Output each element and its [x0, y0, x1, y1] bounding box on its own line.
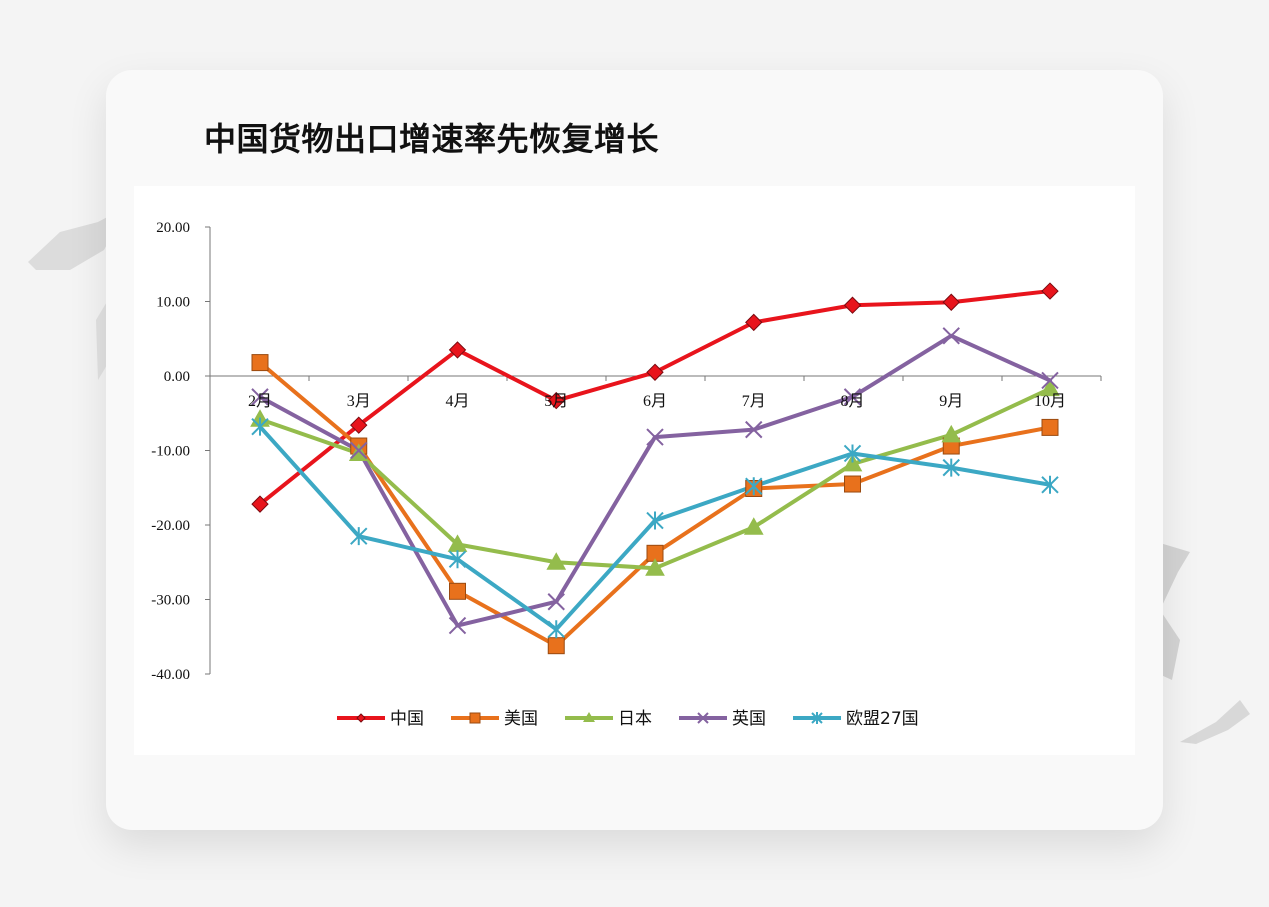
data-point-diamond [448, 341, 467, 359]
data-point-star [251, 417, 269, 436]
x-tick-label: 8月 [840, 393, 864, 410]
legend-marker [697, 712, 709, 724]
data-point-triangle [645, 558, 665, 576]
data-point-star [942, 458, 960, 477]
data-point-star [1041, 475, 1059, 494]
data-point-x [646, 428, 664, 446]
x-tick-label: 4月 [445, 393, 469, 410]
data-point-diamond [843, 296, 862, 314]
data-point-x [1041, 371, 1059, 390]
data-point-triangle [1040, 378, 1060, 397]
data-point-diamond [547, 391, 565, 410]
y-tick-label: 10.00 [156, 295, 190, 311]
data-point-square [251, 354, 269, 372]
data-point-x [843, 388, 862, 406]
legend-marker [811, 712, 823, 724]
legend-label: 英国 [732, 709, 766, 729]
data-point-star [448, 550, 467, 569]
data-point-star [745, 477, 763, 496]
legend-marker [356, 713, 366, 723]
chart-panel: 20.00 10.00 0.00 -10.00 -20.00 -30.00 -40.00 2月… [134, 186, 1135, 755]
legend-marker [583, 712, 595, 722]
data-point-star [350, 527, 368, 546]
data-point-diamond [350, 416, 368, 434]
data-point-triangle [941, 424, 962, 443]
data-point-square [1041, 418, 1059, 436]
y-tick-label: 20.00 [156, 220, 190, 236]
legend-label: 欧盟27国 [846, 709, 919, 729]
data-point-x [942, 327, 960, 345]
y-tick-label: 0.00 [164, 369, 190, 385]
data-point-square [844, 475, 861, 493]
y-tick-label: -40.00 [151, 667, 190, 683]
data-point-diamond [251, 495, 269, 513]
x-tick-label: 10月 [1034, 393, 1066, 410]
legend-marker [469, 712, 481, 724]
data-point-star [547, 620, 565, 639]
data-point-x [745, 420, 763, 439]
data-point-square [449, 582, 466, 600]
line-chart: 20.00 10.00 0.00 -10.00 -20.00 -30.00 -40.00 2月… [151, 220, 1102, 729]
legend-label: 美国 [504, 709, 538, 729]
data-point-triangle [546, 552, 567, 570]
x-tick-label: 7月 [742, 393, 766, 410]
data-point-diamond [1041, 282, 1059, 300]
x-tick-label: 3月 [347, 393, 371, 410]
data-point-x [547, 593, 565, 611]
data-point-x [251, 388, 269, 406]
data-point-triangle [743, 517, 764, 535]
page-title: 中国货物出口增速率先恢复增长 [204, 120, 660, 158]
legend-label: 日本 [618, 709, 652, 729]
data-point-triangle [842, 453, 863, 472]
legend-label: 中国 [390, 709, 424, 729]
y-tick-label: -30.00 [151, 593, 190, 609]
x-tick-label: 5月 [544, 393, 568, 410]
x-tick-label: 9月 [939, 393, 963, 410]
y-tick-label: -20.00 [151, 518, 190, 534]
chart-card: 中国货物出口增速率先恢复增长 20.00 10.00 0.00 -10.00 -20.0… [106, 70, 1163, 830]
data-point-diamond [646, 363, 664, 381]
data-point-star [646, 511, 664, 530]
data-point-x [448, 616, 467, 635]
x-tick-label: 6月 [643, 393, 667, 410]
data-point-diamond [745, 313, 763, 332]
x-tick-label: 2月 [248, 393, 272, 410]
data-point-star [843, 444, 862, 463]
data-point-x [350, 441, 368, 460]
data-point-diamond [942, 293, 960, 311]
y-tick-label: -10.00 [151, 444, 190, 460]
data-point-triangle [348, 443, 369, 461]
data-point-square [547, 637, 565, 655]
